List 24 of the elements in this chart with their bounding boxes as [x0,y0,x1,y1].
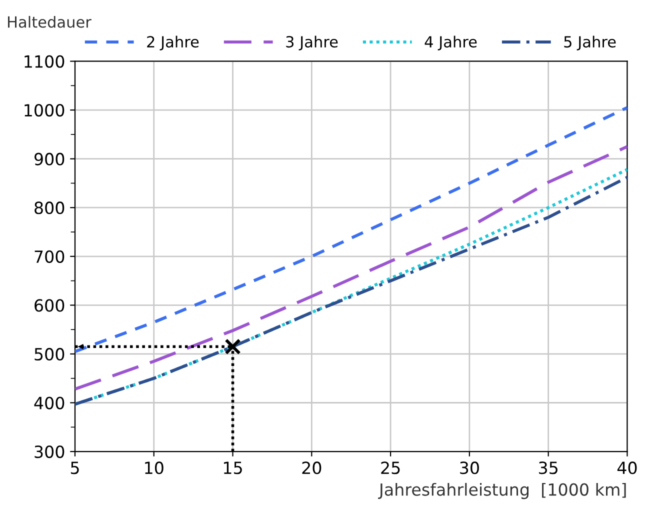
y-tick-label: 300 [34,445,64,458]
x-tick-label: 35 [539,462,558,474]
x-tick-label: 20 [302,462,322,474]
y-tick-label: 1100 [24,55,64,68]
legend-title: Haltedauer [8,16,92,28]
x-tick-label: 25 [381,462,400,474]
legend-label: 3 Jahre [286,36,338,50]
y-tick-label: 700 [34,250,64,263]
x-tick-label: 15 [224,462,242,474]
x-axis-title: Jahresfahrleistung [1000 km] [378,482,626,500]
x-tick-label: 40 [617,462,637,474]
x-tick-label: 30 [460,462,479,474]
line-series [74,106,628,354]
legend-label: 5 Jahre [564,36,616,50]
y-tick-label: 900 [34,152,64,166]
legend-label: 4 Jahre [424,36,477,50]
legend-label: 2 Jahre [147,36,199,50]
y-tick-label: 400 [34,396,64,410]
y-tick-label: 1000 [24,104,64,117]
x-tick-label: 10 [145,462,164,474]
x-tick-label: 5 [70,462,79,474]
y-tick-label: 500 [34,348,64,361]
y-tick-label: 600 [34,299,64,312]
y-tick-label: 800 [34,202,64,214]
